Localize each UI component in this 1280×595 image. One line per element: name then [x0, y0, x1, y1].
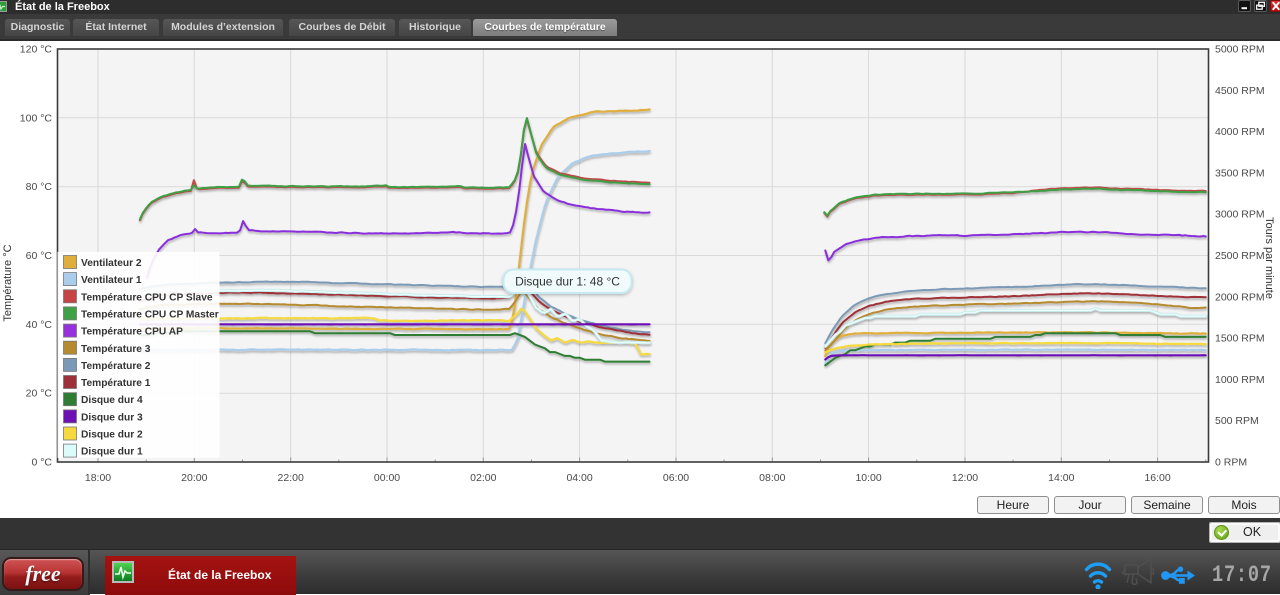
svg-text:14:00: 14:00	[1048, 472, 1074, 484]
svg-text:Ventilateur 1: Ventilateur 1	[81, 275, 142, 286]
svg-text:3000 RPM: 3000 RPM	[1215, 209, 1265, 221]
svg-text:Disque dur 1: Disque dur 1	[81, 447, 143, 458]
svg-text:3500 RPM: 3500 RPM	[1215, 167, 1265, 179]
svg-text:Tours par minute: Tours par minute	[1263, 217, 1275, 299]
svg-text:0 °C: 0 °C	[31, 457, 52, 469]
svg-text:08:00: 08:00	[759, 472, 785, 484]
svg-text:Ventilateur 2: Ventilateur 2	[81, 258, 142, 269]
svg-text:02:00: 02:00	[470, 472, 496, 484]
svg-text:Disque dur 3: Disque dur 3	[81, 412, 143, 423]
svg-text:0 RPM: 0 RPM	[1215, 457, 1247, 469]
svg-text:Température CPU AP: Température CPU AP	[81, 327, 183, 338]
svg-text:Température °C: Température °C	[2, 244, 14, 321]
svg-text:4000 RPM: 4000 RPM	[1215, 126, 1265, 138]
svg-text:100 °C: 100 °C	[20, 112, 53, 124]
svg-text:Température CPU CP Master: Température CPU CP Master	[81, 309, 219, 320]
svg-text:500 RPM: 500 RPM	[1215, 415, 1259, 427]
svg-text:16:00: 16:00	[1144, 472, 1170, 484]
svg-text:20 °C: 20 °C	[26, 388, 53, 400]
svg-text:20:00: 20:00	[181, 472, 207, 484]
svg-text:60 °C: 60 °C	[26, 250, 53, 262]
svg-text:22:00: 22:00	[278, 472, 304, 484]
svg-text:1000 RPM: 1000 RPM	[1215, 374, 1265, 386]
svg-text:00:00: 00:00	[374, 472, 400, 484]
svg-text:Température 3: Température 3	[81, 344, 151, 355]
svg-text:Disque dur 1: 48 °C: Disque dur 1: 48 °C	[515, 275, 620, 289]
svg-text:120 °C: 120 °C	[20, 44, 53, 56]
svg-text:Température 2: Température 2	[81, 361, 151, 372]
svg-text:Température CPU CP Slave: Température CPU CP Slave	[81, 292, 213, 303]
svg-text:10:00: 10:00	[855, 472, 881, 484]
svg-text:5000 RPM: 5000 RPM	[1215, 44, 1265, 56]
svg-text:12:00: 12:00	[952, 472, 978, 484]
svg-text:1500 RPM: 1500 RPM	[1215, 333, 1265, 345]
svg-text:80 °C: 80 °C	[26, 181, 53, 193]
svg-text:06:00: 06:00	[663, 472, 689, 484]
svg-text:04:00: 04:00	[566, 472, 592, 484]
svg-text:40 °C: 40 °C	[26, 319, 53, 331]
svg-text:Disque dur 4: Disque dur 4	[81, 395, 143, 406]
svg-text:2000 RPM: 2000 RPM	[1215, 291, 1265, 303]
svg-text:Disque dur 2: Disque dur 2	[81, 430, 143, 441]
svg-text:Température 1: Température 1	[81, 378, 151, 389]
svg-text:2500 RPM: 2500 RPM	[1215, 250, 1265, 262]
svg-text:18:00: 18:00	[85, 472, 111, 484]
svg-text:4500 RPM: 4500 RPM	[1215, 85, 1265, 97]
